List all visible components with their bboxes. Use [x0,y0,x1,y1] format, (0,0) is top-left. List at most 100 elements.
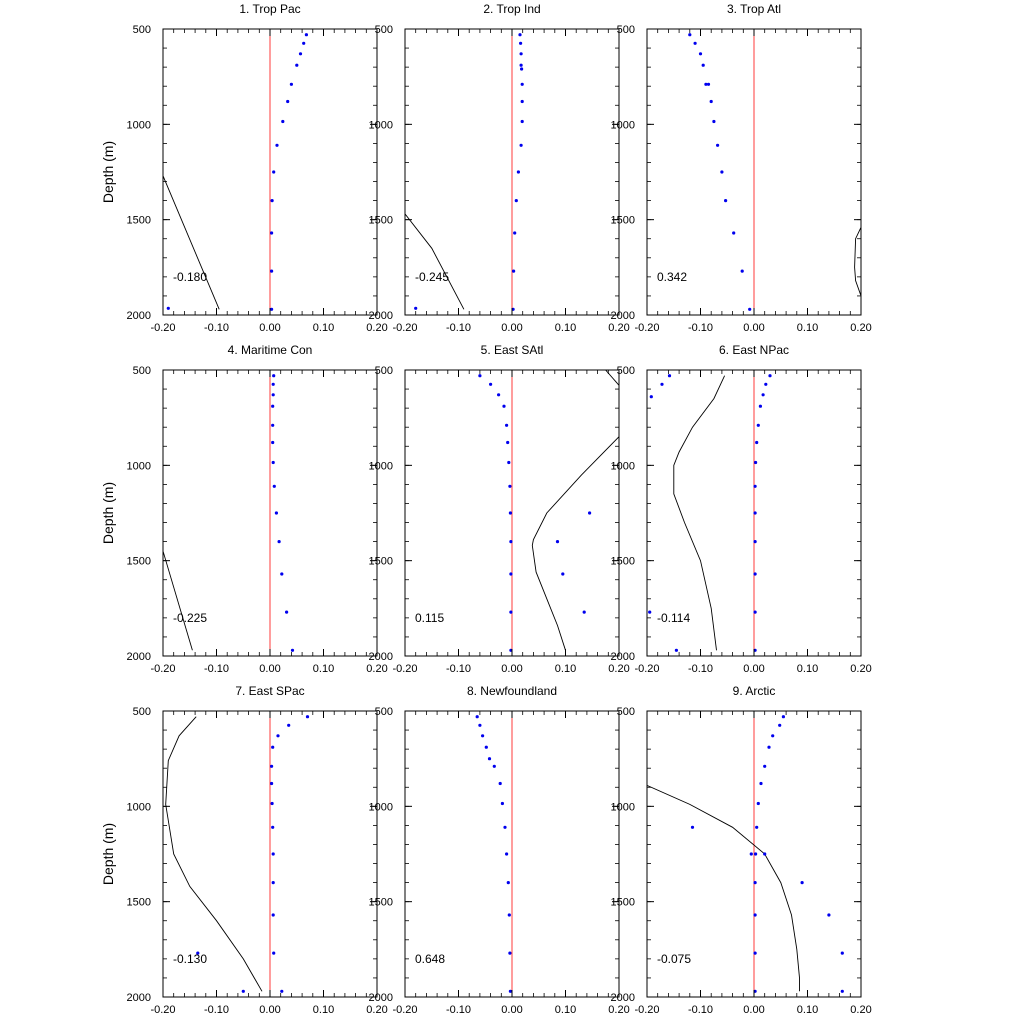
data-point [753,951,757,955]
data-point [764,382,768,386]
data-point [827,913,831,917]
y-axis-label: Depth (m) [100,823,116,885]
y-tick-label: 1500 [369,897,393,909]
y-tick-label: 500 [617,706,635,718]
x-tick-label: 0.20 [850,322,871,334]
data-point [767,745,771,749]
data-point [287,723,291,727]
panel-1: 1. Trop Pac Depth (m) -0.20 -0.10 0.00 0.10 0.… [100,2,388,334]
data-point [588,511,592,515]
panel-6: 6. East NPac -0.20 -0.10 0.00 0.10 0.20 500 100… [611,343,872,675]
data-point [489,382,493,386]
data-point [281,119,285,124]
x-tick-label: -0.20 [150,1004,175,1016]
data-point [649,395,653,399]
x-tick-label: 0.00 [259,1004,280,1016]
data-point [753,540,757,544]
y-tick-label: 1500 [611,215,635,227]
panel-3: 3. Trop Atl -0.20 -0.10 0.00 0.10 0.20 500 1000… [611,2,872,334]
x-tick-label: 0.20 [366,1004,387,1016]
series-line-1 [673,375,726,651]
data-point [749,852,753,856]
data-point [709,99,713,104]
data-point [759,781,763,786]
data-point [270,231,274,235]
panel-title: 6. East NPac [719,343,789,357]
x-tick-label: 0.00 [743,663,764,675]
data-point [271,825,275,829]
y-tick-label: 1500 [611,897,635,909]
data-point [196,951,200,955]
data-point [754,460,758,465]
data-point [502,404,506,408]
y-tick-label: 1500 [127,215,151,227]
series-line-2 [531,436,619,651]
panel-9: 9. Arctic -0.20 -0.10 0.00 0.10 0.20 500 1000 15… [611,684,872,1016]
x-tick-label: -0.10 [204,1004,229,1016]
data-point [519,52,523,56]
data-point [272,951,276,955]
x-tick-label: 0.10 [555,1004,576,1016]
data-point [582,610,586,614]
data-point [285,610,289,614]
x-tick-label: 0.00 [501,1004,522,1016]
data-point [754,852,758,856]
series-line-1 [163,175,220,310]
y-tick-label: 1000 [369,119,393,131]
data-point [271,423,275,427]
x-tick-label: 0.10 [313,663,334,675]
data-point [275,143,279,147]
x-tick-label: 0.10 [797,1004,818,1016]
y-tick-label: 2000 [369,651,393,663]
data-point [272,484,276,488]
data-point [241,989,245,993]
data-point [690,825,695,829]
panel-annotation: -0.114 [657,611,690,625]
y-tick-label: 2000 [369,992,393,1004]
y-tick-label: 2000 [369,310,393,322]
panel-title: 5. East SAtl [481,343,544,357]
data-point [289,82,293,86]
data-point [487,757,492,761]
data-point [414,306,418,310]
panel-title: 8. Newfoundland [467,684,557,698]
data-point [271,460,275,465]
y-tick-label: 1500 [127,556,151,568]
panel-title: 1. Trop Pac [239,2,300,16]
series-group [165,715,310,993]
data-point [648,610,652,614]
y-tick-label: 1500 [611,556,635,568]
x-tick-label: 0.20 [850,1004,871,1016]
data-point [271,852,275,856]
x-tick-label: -0.20 [392,1004,417,1016]
data-point [763,764,767,768]
series-line-1 [405,213,465,310]
series-group [688,33,861,311]
data-point [667,374,672,378]
data-point [508,484,512,488]
data-point [290,648,295,652]
panel-4: 4. Maritime Con Depth (m) -0.20 -0.10 0.00 0.… [100,343,388,675]
x-tick-label: 0.10 [555,663,576,675]
panel-title: 3. Trop Atl [727,2,781,16]
x-tick-label: 0.20 [850,663,871,675]
data-point [724,199,728,203]
series-line-1 [854,227,861,297]
panel-5: 5. East SAtl -0.20 -0.10 0.00 0.10 0.20 500 100… [369,343,630,675]
data-point [771,734,775,738]
y-tick-label: 1000 [369,460,393,472]
series-line-1 [163,550,193,651]
data-point [520,119,524,124]
x-tick-label: -0.20 [392,322,417,334]
data-point [506,881,510,885]
data-point [304,33,308,37]
panel-annotation: 0.342 [657,270,687,284]
y-tick-label: 500 [617,365,635,377]
data-point [753,881,757,885]
data-point [478,723,482,727]
data-point [274,511,278,515]
data-point [276,734,280,738]
data-point [561,572,565,576]
x-tick-label: -0.10 [204,663,229,675]
data-point [497,393,501,397]
